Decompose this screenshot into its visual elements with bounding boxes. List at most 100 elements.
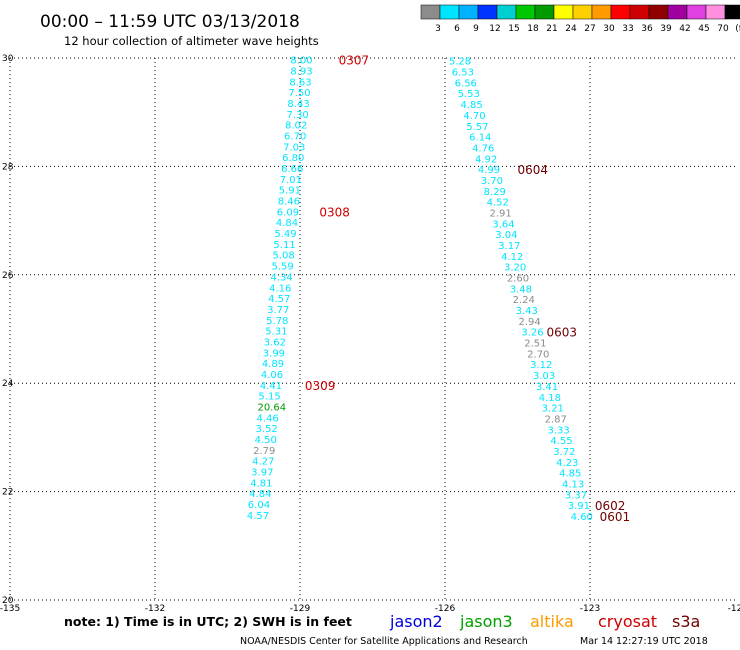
scale-label: 3 bbox=[435, 24, 441, 34]
wave-height-point: 3.48 bbox=[510, 284, 532, 295]
scale-swatch bbox=[705, 4, 726, 20]
wave-height-point: 8.43 bbox=[287, 99, 309, 110]
satellite-cryosat: cryosat bbox=[598, 612, 657, 631]
wave-height-point: 4.99 bbox=[478, 165, 500, 176]
y-tick-label: 24 bbox=[2, 379, 14, 389]
wave-height-point: 4.41 bbox=[260, 381, 282, 392]
wave-height-point: 4.85 bbox=[460, 100, 482, 111]
wave-height-point: 6.14 bbox=[469, 133, 491, 144]
wave-height-point: 4.27 bbox=[252, 457, 274, 468]
scale-label: 42 bbox=[679, 24, 690, 34]
wave-height-point: 6.70 bbox=[284, 132, 306, 143]
wave-height-point: 7.03 bbox=[283, 142, 305, 153]
x-tick-label: -135 bbox=[0, 604, 20, 614]
scale-swatch bbox=[477, 4, 498, 20]
wave-height-point: 5.49 bbox=[274, 229, 296, 240]
wave-height-point: 2.60 bbox=[507, 274, 529, 285]
wave-height-point: 2.24 bbox=[513, 295, 535, 306]
grid-lines bbox=[9, 57, 735, 601]
scale-label: 12 bbox=[489, 24, 500, 34]
wave-height-point: 5.53 bbox=[458, 89, 480, 100]
scale-label: 15 bbox=[508, 24, 519, 34]
wave-height-point: 4.84 bbox=[249, 489, 271, 500]
wave-height-point: 2.70 bbox=[527, 349, 549, 360]
wave-height-point: 4.50 bbox=[255, 435, 277, 446]
x-tick-label: -123 bbox=[580, 604, 600, 614]
wave-height-point: 8.02 bbox=[285, 121, 307, 132]
wave-height-point: 4.70 bbox=[463, 111, 485, 122]
wave-height-point: 5.91 bbox=[279, 186, 301, 197]
wave-height-point: 5.59 bbox=[271, 262, 293, 273]
scale-swatch bbox=[610, 4, 631, 20]
scale-label: (ft) bbox=[735, 24, 740, 34]
satellite-s3a: s3a bbox=[672, 612, 700, 631]
y-tick-label: 22 bbox=[2, 488, 13, 498]
wave-height-point: 3.62 bbox=[264, 337, 286, 348]
scale-label: 27 bbox=[584, 24, 595, 34]
y-tick-label: 30 bbox=[2, 54, 14, 64]
wave-height-point: 3.64 bbox=[492, 219, 514, 230]
wave-height-point: 3.04 bbox=[495, 230, 517, 241]
axis-ticks: 20 22 24 26 28 30 -135 -132 -129 -126 -123 -12 bbox=[0, 54, 740, 614]
wave-height-point: 3.77 bbox=[267, 305, 289, 316]
wave-height-point: 3.72 bbox=[553, 447, 575, 458]
wave-height-point: 8.29 bbox=[484, 187, 506, 198]
wave-height-point: 2.91 bbox=[489, 208, 511, 219]
wave-height-point: 3.52 bbox=[256, 424, 278, 435]
wave-height-point: 7.01 bbox=[280, 175, 302, 186]
wave-height-point: 4.34 bbox=[271, 272, 293, 283]
wave-height-values: 8.008.938.637.508.437.308.026.707.036.80… bbox=[247, 56, 593, 523]
wave-height-point: 5.08 bbox=[272, 251, 294, 262]
x-tick-label: -126 bbox=[435, 604, 456, 614]
wave-height-point: 5.11 bbox=[273, 240, 295, 251]
footer-timestamp: Mar 14 12:27:19 UTC 2018 bbox=[580, 636, 708, 647]
wave-height-point: 8.00 bbox=[290, 56, 312, 67]
wave-height-point: 4.55 bbox=[550, 436, 572, 447]
wave-height-point: 6.09 bbox=[277, 207, 299, 218]
wave-height-point: 3.70 bbox=[481, 176, 503, 187]
chart-title: 00:00 – 11:59 UTC 03/13/2018 bbox=[40, 12, 300, 32]
wave-height-point: 8.46 bbox=[278, 197, 300, 208]
scale-label: 18 bbox=[527, 24, 539, 34]
wave-height-point: 3.21 bbox=[542, 404, 564, 415]
scale-label: 36 bbox=[641, 24, 653, 34]
wave-height-point: 3.33 bbox=[547, 425, 569, 436]
wave-height-point: 4.84 bbox=[276, 218, 298, 229]
wave-height-point: 5.31 bbox=[265, 327, 287, 338]
wave-height-point: 7.50 bbox=[288, 88, 310, 99]
wave-height-point: 2.79 bbox=[253, 446, 275, 457]
wave-height-point: 3.99 bbox=[263, 348, 285, 359]
wave-height-point: 3.03 bbox=[533, 371, 555, 382]
wave-height-point: 2.94 bbox=[518, 317, 540, 328]
chart-subtitle: 12 hour collection of altimeter wave hei… bbox=[64, 34, 319, 48]
scale-swatch bbox=[648, 4, 669, 20]
wave-height-point: 5.15 bbox=[258, 392, 280, 403]
wave-height-point: 3.37 bbox=[565, 490, 587, 501]
scale-label: 6 bbox=[454, 24, 460, 34]
satellite-jason3: jason3 bbox=[459, 612, 513, 631]
wave-height-point: 7.30 bbox=[286, 110, 308, 121]
pass-label: 0603 bbox=[547, 326, 578, 340]
footer-credit: NOAA/NESDIS Center for Satellite Applica… bbox=[240, 636, 528, 647]
wave-height-point: 4.57 bbox=[268, 294, 290, 305]
pass-label: 0601 bbox=[600, 510, 631, 524]
wave-height-point: 5.57 bbox=[466, 122, 488, 133]
wave-height-point: 6.80 bbox=[282, 153, 304, 164]
scale-swatch bbox=[629, 4, 650, 20]
wave-height-point: 5.78 bbox=[266, 316, 288, 327]
wave-height-point: 4.60 bbox=[571, 512, 593, 523]
wave-height-point: 2.51 bbox=[524, 339, 546, 350]
scale-label: 30 bbox=[603, 24, 615, 34]
y-tick-label: 20 bbox=[2, 596, 14, 606]
scale-swatch bbox=[534, 4, 555, 20]
x-tick-label: -12 bbox=[728, 604, 740, 614]
scale-swatch bbox=[439, 4, 460, 20]
y-tick-label: 26 bbox=[2, 271, 14, 281]
scale-swatch bbox=[686, 4, 707, 20]
scale-swatch bbox=[420, 4, 441, 20]
note-text: note: 1) Time is in UTC; 2) SWH is in fe… bbox=[64, 614, 352, 629]
scale-label: 9 bbox=[473, 24, 479, 34]
wave-height-point: 4.89 bbox=[262, 359, 284, 370]
wave-height-point: 3.26 bbox=[521, 328, 543, 339]
